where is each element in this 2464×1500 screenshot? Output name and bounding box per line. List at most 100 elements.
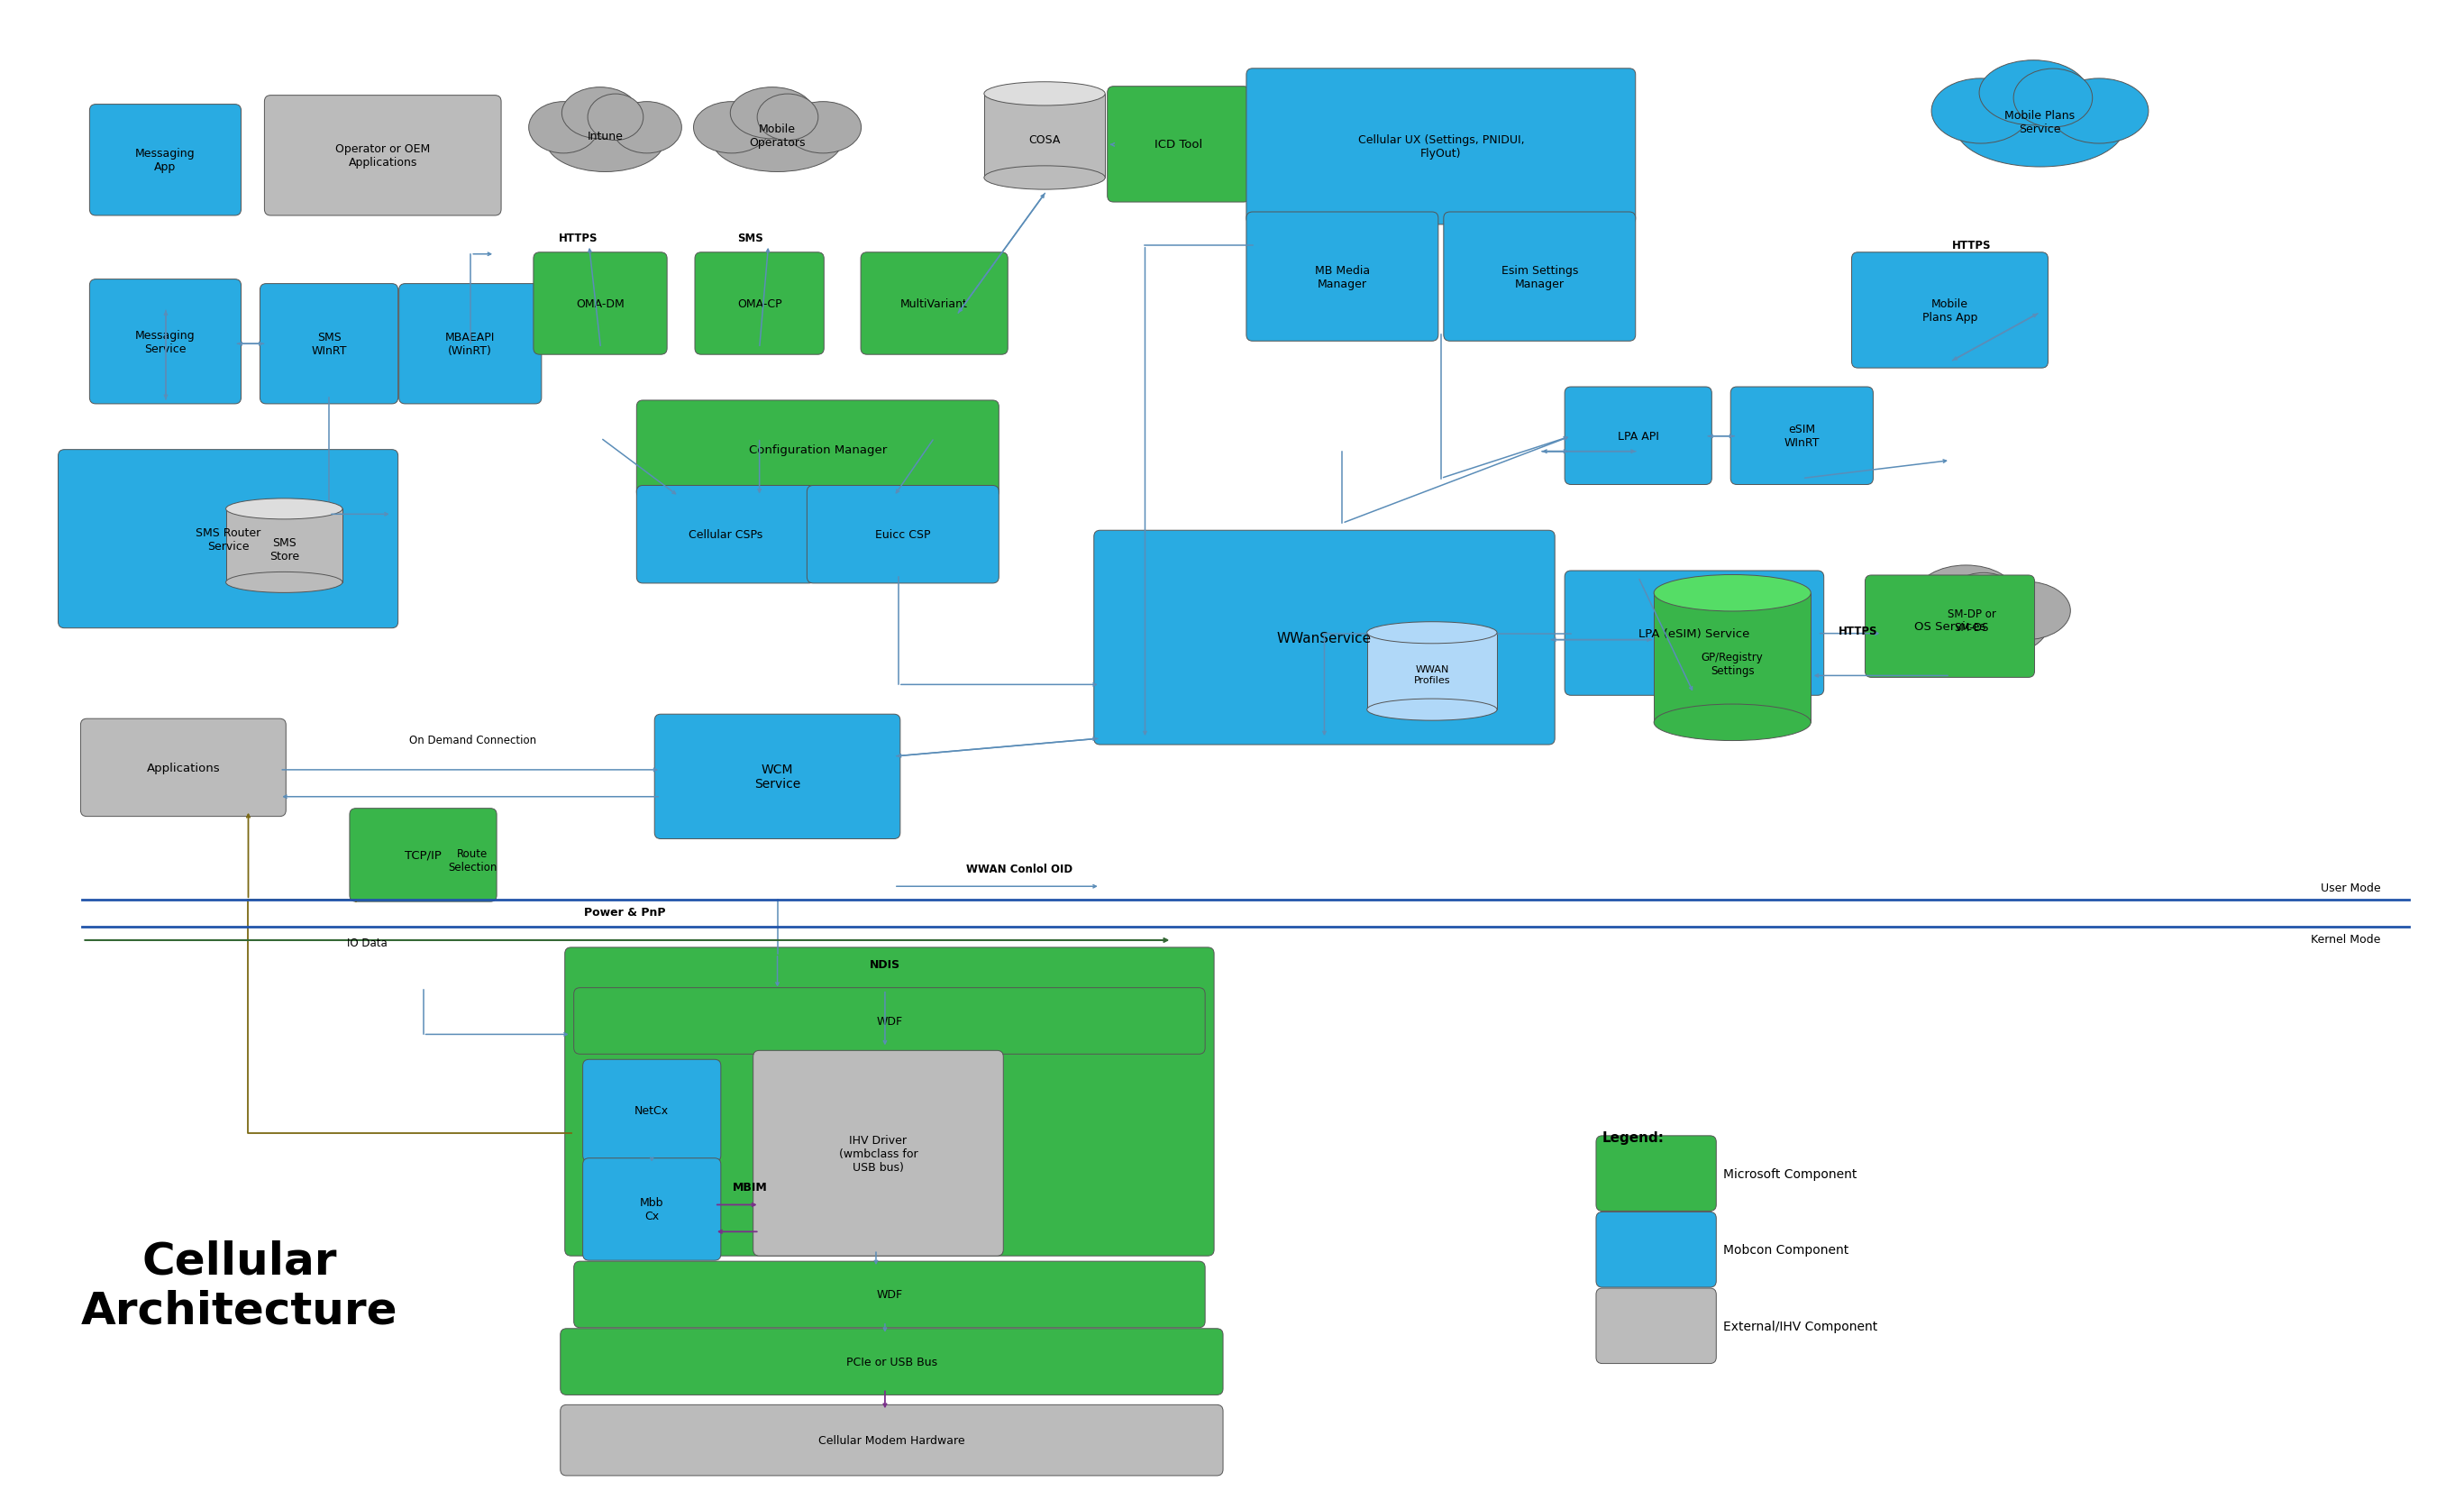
FancyBboxPatch shape	[259, 285, 399, 405]
FancyBboxPatch shape	[59, 450, 399, 628]
Text: Intune: Intune	[586, 130, 623, 142]
Ellipse shape	[786, 102, 862, 154]
Ellipse shape	[530, 102, 599, 154]
Ellipse shape	[1368, 622, 1498, 644]
FancyBboxPatch shape	[264, 96, 500, 216]
FancyBboxPatch shape	[636, 486, 816, 584]
FancyBboxPatch shape	[532, 254, 668, 355]
FancyBboxPatch shape	[559, 1406, 1222, 1476]
FancyBboxPatch shape	[1094, 531, 1555, 746]
Text: IO Data: IO Data	[347, 938, 387, 949]
Text: TCP/IP: TCP/IP	[404, 849, 441, 861]
Text: HTTPS: HTTPS	[559, 233, 599, 245]
Text: Messaging
App: Messaging App	[136, 149, 195, 173]
Text: Configuration Manager: Configuration Manager	[749, 444, 887, 456]
FancyBboxPatch shape	[1444, 213, 1636, 342]
Text: GP/Registry
Settings: GP/Registry Settings	[1703, 651, 1764, 677]
Text: NetCx: NetCx	[636, 1106, 670, 1116]
FancyBboxPatch shape	[1865, 576, 2035, 678]
FancyBboxPatch shape	[1850, 254, 2048, 369]
Ellipse shape	[692, 102, 769, 154]
FancyBboxPatch shape	[1368, 633, 1498, 709]
Text: SMS
Store: SMS Store	[269, 537, 298, 562]
FancyBboxPatch shape	[1565, 387, 1712, 484]
Text: Mobile
Plans App: Mobile Plans App	[1922, 298, 1979, 324]
Ellipse shape	[1981, 582, 2070, 640]
Ellipse shape	[589, 94, 643, 141]
FancyBboxPatch shape	[1597, 1288, 1717, 1364]
Text: WWAN
Profiles: WWAN Profiles	[1414, 664, 1451, 684]
Text: Power & PnP: Power & PnP	[584, 906, 665, 918]
FancyBboxPatch shape	[574, 1262, 1205, 1328]
Text: Cellular UX (Settings, PNIDUI,
FlyOut): Cellular UX (Settings, PNIDUI, FlyOut)	[1358, 135, 1525, 160]
Text: OS Services: OS Services	[1915, 621, 1986, 633]
Ellipse shape	[1979, 62, 2087, 126]
FancyBboxPatch shape	[1597, 1136, 1717, 1210]
FancyBboxPatch shape	[1565, 572, 1823, 696]
FancyBboxPatch shape	[754, 1050, 1003, 1256]
FancyBboxPatch shape	[399, 285, 542, 405]
FancyBboxPatch shape	[1247, 69, 1636, 225]
Ellipse shape	[1932, 80, 2030, 144]
Text: Mobile
Operators: Mobile Operators	[749, 124, 806, 148]
Text: Route
Selection: Route Selection	[448, 847, 498, 873]
Ellipse shape	[1947, 573, 2020, 626]
Text: Mobcon Component: Mobcon Component	[1722, 1244, 1848, 1256]
Text: Messaging
Service: Messaging Service	[136, 330, 195, 355]
FancyBboxPatch shape	[1597, 1212, 1717, 1287]
Text: MBAEAPI
(WinRT): MBAEAPI (WinRT)	[446, 332, 495, 357]
FancyBboxPatch shape	[695, 254, 823, 355]
FancyBboxPatch shape	[1653, 594, 1811, 723]
Text: Mbb
Cx: Mbb Cx	[641, 1197, 663, 1222]
Text: External/IHV Component: External/IHV Component	[1722, 1320, 1878, 1332]
Text: WWanService: WWanService	[1276, 632, 1372, 645]
Ellipse shape	[2050, 80, 2149, 144]
Ellipse shape	[983, 82, 1106, 106]
Ellipse shape	[756, 94, 818, 141]
Text: User Mode: User Mode	[2321, 882, 2380, 894]
Text: On Demand Connection: On Demand Connection	[409, 735, 537, 746]
Text: OMA-CP: OMA-CP	[737, 298, 781, 310]
Text: MultiVariant: MultiVariant	[899, 298, 968, 310]
Ellipse shape	[547, 111, 665, 173]
Ellipse shape	[227, 500, 342, 519]
Text: Cellular Modem Hardware: Cellular Modem Hardware	[818, 1434, 966, 1446]
FancyBboxPatch shape	[860, 254, 1008, 355]
FancyBboxPatch shape	[983, 94, 1106, 178]
FancyBboxPatch shape	[655, 714, 899, 839]
FancyBboxPatch shape	[584, 1158, 722, 1260]
Text: Cellular
Architecture: Cellular Architecture	[81, 1239, 397, 1332]
FancyBboxPatch shape	[227, 510, 342, 584]
Text: Euicc CSP: Euicc CSP	[875, 530, 931, 540]
FancyBboxPatch shape	[1730, 387, 1873, 484]
FancyBboxPatch shape	[564, 948, 1215, 1255]
Text: Mobile Plans
Service: Mobile Plans Service	[2006, 110, 2075, 135]
Text: SMS
WInRT: SMS WInRT	[310, 332, 347, 357]
Text: LPA API: LPA API	[1616, 430, 1658, 442]
Ellipse shape	[611, 102, 683, 154]
Text: PCIe or USB Bus: PCIe or USB Bus	[845, 1356, 936, 1368]
FancyBboxPatch shape	[350, 809, 498, 902]
Ellipse shape	[1653, 705, 1811, 741]
Text: NDIS: NDIS	[870, 959, 899, 971]
Text: WWAN Conlol OID: WWAN Conlol OID	[966, 864, 1072, 874]
FancyBboxPatch shape	[81, 718, 286, 818]
Ellipse shape	[1956, 90, 2124, 168]
Text: COSA: COSA	[1027, 134, 1060, 146]
FancyBboxPatch shape	[806, 486, 998, 584]
Text: OMA-DM: OMA-DM	[577, 298, 623, 310]
Ellipse shape	[2013, 69, 2092, 128]
Text: Esim Settings
Manager: Esim Settings Manager	[1501, 264, 1577, 290]
Ellipse shape	[562, 88, 638, 140]
Text: Operator or OEM
Applications: Operator or OEM Applications	[335, 144, 431, 170]
Ellipse shape	[729, 88, 813, 140]
Text: Microsoft Component: Microsoft Component	[1722, 1167, 1858, 1181]
Text: MB Media
Manager: MB Media Manager	[1316, 264, 1370, 290]
Ellipse shape	[1895, 591, 2048, 662]
Text: Legend:: Legend:	[1602, 1131, 1666, 1144]
Text: eSIM
WInRT: eSIM WInRT	[1784, 423, 1821, 448]
FancyBboxPatch shape	[1106, 87, 1249, 203]
Ellipse shape	[983, 166, 1106, 190]
FancyBboxPatch shape	[89, 105, 241, 216]
Text: Cellular CSPs: Cellular CSPs	[690, 530, 764, 540]
